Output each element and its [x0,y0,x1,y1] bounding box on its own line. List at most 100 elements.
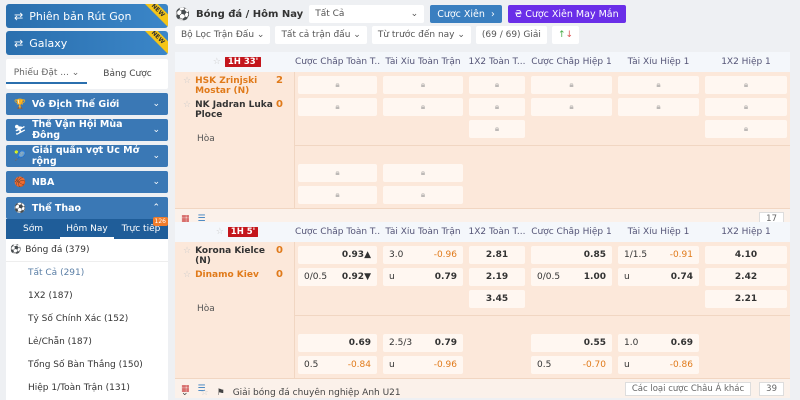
chevron-up-icon: ⌃ [152,203,160,213]
category-label: Giải quần vợt Úc Mở rộng [31,145,140,167]
odds-cell-locked[interactable]: 🔒︎ [705,98,787,116]
odds-cell-locked[interactable]: 🔒︎ [298,98,377,116]
category-winter-olympics[interactable]: ⛷ Thế Vận Hội Mùa Đông ⌄ [6,119,168,141]
odds-cell[interactable]: 3.45 [469,290,525,308]
odds-value: -0.86 [669,360,693,370]
odds-cell[interactable]: 0.55 [531,334,612,352]
odds-cell-locked[interactable]: 🔒︎ [469,120,525,138]
more-bets-dropdown[interactable]: 39 [759,381,784,396]
handicap-line: u [389,272,395,282]
category-world-cup[interactable]: 🏆 Vô Địch Thế Giới ⌄ [6,93,168,115]
odds-cell[interactable]: 0.69 [298,334,377,352]
odds-cell-locked[interactable]: 🔒︎ [531,76,612,94]
team-away: ☆ NK Jadran Luka Ploce 0 [179,100,290,128]
chevron-down-icon: ⌄ [152,177,160,187]
empty-cell [383,290,463,308]
menu-item-odd-even[interactable]: Lẻ/Chẵn (187) [28,337,92,347]
league-row[interactable]: ⌄ ☆ ⚑ Giải bóng đá chuyên nghiệp Anh U21 [175,386,790,400]
star-icon[interactable]: ☆ [183,76,192,86]
star-icon[interactable]: ☆ [215,227,224,237]
star-icon[interactable]: ☆ [200,388,209,398]
odds-cell-locked[interactable]: 🔒︎ [298,76,377,94]
column-header: Tài Xỉu Toàn Trận [385,227,461,237]
odds-cell[interactable]: 0.5 -0.84 [298,356,377,374]
category-sports[interactable]: ⚽ Thể Thao ⌃ [6,197,168,219]
star-icon[interactable]: ☆ [212,57,221,67]
all-matches-dropdown[interactable]: Tất cả trận đấu ⌄ [275,26,367,44]
menu-item-half-full[interactable]: Hiệp 1/Toàn Trận (131) [28,383,130,393]
stats-icon[interactable]: ▦ [181,383,190,394]
team-score: 0 [276,245,283,256]
odds-cell-locked[interactable]: 🔒︎ [298,186,377,204]
odds-cell[interactable]: 0/0.5 1.00 [531,268,612,286]
odds-cell[interactable]: 3.0 -0.96 [383,246,463,264]
list-icon[interactable]: ☰ [197,213,206,224]
odds-cell[interactable]: 2.5/3 0.79 [383,334,463,352]
league-count[interactable]: (69 / 69) Giải [475,26,547,44]
odds-cell-locked[interactable]: 🔒︎ [383,186,463,204]
odds-cell-locked[interactable]: 🔒︎ [705,76,787,94]
tab-early[interactable]: Sớm [23,224,43,234]
odds-cell[interactable]: 2.21 [705,290,787,308]
odds-cell[interactable]: 2.81 [469,246,525,264]
handicap-line: 3.0 [389,250,404,260]
odds-cell-locked[interactable]: 🔒︎ [469,98,525,116]
sport-soccer[interactable]: ⚽ Bóng đá (379) [6,239,168,262]
tab-live[interactable]: Trực tiếp 126 [114,217,168,239]
menu-item-correct-score[interactable]: Tỷ Số Chính Xác (152) [28,314,129,324]
star-icon[interactable]: ☆ [183,270,192,280]
odds-cell[interactable]: 0/0.5 0.92▼ [298,268,377,286]
odds-cell-locked[interactable]: 🔒︎ [705,120,787,138]
tab-bet-slip[interactable]: Phiếu Đặt ... ⌄ [6,64,87,84]
odds-cell[interactable]: 0.93▲ [298,246,377,264]
odds-cell-locked[interactable]: 🔒︎ [383,76,463,94]
odds-cell[interactable]: 4.10 [705,246,787,264]
star-icon[interactable]: ☆ [183,246,192,256]
column-header: 1X2 Hiệp 1 [721,57,771,67]
chevron-down-icon: ⌄ [152,125,160,135]
odds-cell-locked[interactable]: 🔒︎ [383,164,463,182]
odds-cell[interactable]: 0.5 -0.70 [531,356,612,374]
market-select[interactable]: Tất Cả ⌄ [309,5,425,23]
odds-cell[interactable]: u 0.74 [618,268,699,286]
stats-icon[interactable]: ▦ [181,213,190,224]
category-australian-open[interactable]: 🎾 Giải quần vợt Úc Mở rộng ⌄ [6,145,168,167]
odds-value: 0.93▲ [341,250,371,260]
odds-cell[interactable]: u -0.96 [383,356,463,374]
lucky-parlay-button[interactable]: ₴ Cược Xiên May Mắn [507,5,626,23]
odds-cell[interactable]: 2.19 [469,268,525,286]
column-headers: ☆ 1H 5' Cược Chấp Toàn T... Tài Xỉu Toàn Tr… [175,222,790,242]
star-icon[interactable]: ☆ [183,100,192,110]
odds-cell-locked[interactable]: 🔒︎ [618,98,699,116]
odds-cell[interactable]: u 0.79 [383,268,463,286]
promo-galaxy[interactable]: ⇄ Galaxy NEW [6,31,168,55]
list-icon[interactable]: ☰ [197,383,206,394]
odds-cell-locked[interactable]: 🔒︎ [618,76,699,94]
category-nba[interactable]: 🏀 NBA ⌄ [6,171,168,193]
odds-cell[interactable]: 2.42 [705,268,787,286]
odds-cell[interactable]: u -0.86 [618,356,699,374]
odds-cell-locked[interactable]: 🔒︎ [298,164,377,182]
menu-item-1x2[interactable]: 1X2 (187) [28,291,73,301]
odds-cell-locked[interactable]: 🔒︎ [383,98,463,116]
empty-cell [618,290,699,308]
time-range-dropdown[interactable]: Từ trước đến nay ⌄ [371,26,471,44]
odds-cell-locked[interactable]: 🔒︎ [469,76,525,94]
menu-item-all[interactable]: Tất Cả (291) [28,268,85,278]
empty-cell [383,120,463,138]
parlay-button[interactable]: Cược Xiên › [430,5,502,23]
match-filter-dropdown[interactable]: Bộ Lọc Trận Đấu ⌄ [175,26,271,44]
odds-cell[interactable]: 1/1.5 -0.91 [618,246,699,264]
odds-cell[interactable]: 0.85 [531,246,612,264]
tab-today[interactable]: Hôm Nay [60,219,114,239]
match-footer: ▦ ☰ Các loại cược Châu Á khác 39 [175,378,790,398]
tab-bet-board[interactable]: Bảng Cược [103,69,152,79]
team-name: NK Jadran Luka Ploce [195,100,273,120]
sort-icon[interactable]: ↑ ↓ [551,26,580,44]
other-bets-dropdown[interactable]: Các loại cược Châu Á khác [624,381,752,396]
odds-cell[interactable]: 1.0 0.69 [618,334,699,352]
promo-compact-version[interactable]: ⇄ Phiên bản Rút Gọn NEW [6,4,168,28]
teams: ☆ Korona Kielce (N) 0 ☆ Dinamo Kiev 0 Hòa [175,242,295,378]
odds-cell-locked[interactable]: 🔒︎ [531,98,612,116]
menu-item-total-goals[interactable]: Tổng Số Bàn Thắng (150) [28,360,143,370]
